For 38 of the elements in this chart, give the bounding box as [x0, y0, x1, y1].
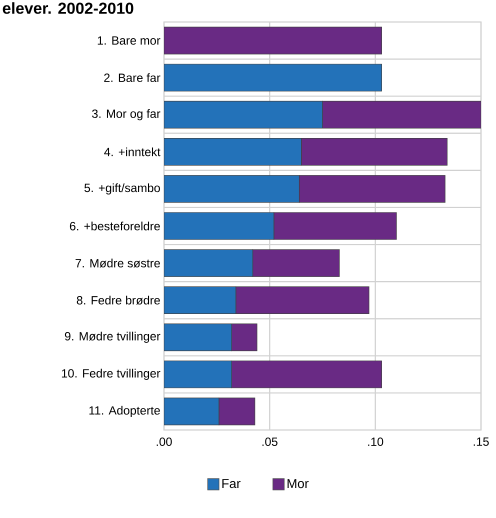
- bar: [274, 212, 397, 240]
- bar: [218, 398, 256, 426]
- x-tick-label: .10: [368, 438, 384, 446]
- bar: [164, 64, 382, 92]
- x-tick-label: .15: [474, 438, 489, 446]
- y-tick-label: 9. Mødre tvillinger: [64, 332, 160, 343]
- bar: [322, 100, 482, 129]
- bar: [164, 138, 302, 166]
- bar: [164, 360, 232, 388]
- bar: [164, 175, 300, 203]
- y-tick-label: 10. Fedre tvillinger: [62, 368, 160, 380]
- bar: [236, 286, 370, 314]
- bar: [231, 360, 382, 388]
- y-tick-label: 8. Fedre brødre: [76, 296, 160, 305]
- x-tick-label: .05: [262, 438, 278, 446]
- y-tick-label: 4. +inntekt: [104, 147, 160, 156]
- y-tick-label: 6. +besteforeldre: [70, 222, 160, 230]
- legend-label: Mor: [288, 479, 309, 488]
- x-tick-label: .00: [156, 438, 172, 446]
- bar: [164, 323, 232, 352]
- bar: [298, 175, 446, 203]
- bar: [164, 286, 236, 314]
- bar: [301, 138, 448, 166]
- chart-title: elever. 2002-2010: [2, 2, 134, 14]
- y-tick-label: 3. Mor og far: [92, 109, 160, 120]
- bar: [252, 249, 340, 277]
- y-tick-label: 2. Bare far: [104, 73, 160, 82]
- bar: [164, 398, 220, 426]
- y-tick-label: 7. Mødre søstre: [76, 258, 160, 268]
- bar: [164, 212, 274, 240]
- bar: [164, 249, 254, 277]
- y-tick-label: 5. +gift/sambo: [84, 183, 160, 194]
- y-tick-label: 1. Bare mor: [98, 36, 160, 45]
- bar: [164, 26, 382, 54]
- y-tick-label: 11. Adopterte: [89, 406, 160, 418]
- bar: [164, 100, 323, 129]
- legend-label: Far: [222, 479, 241, 488]
- bar: [231, 323, 258, 352]
